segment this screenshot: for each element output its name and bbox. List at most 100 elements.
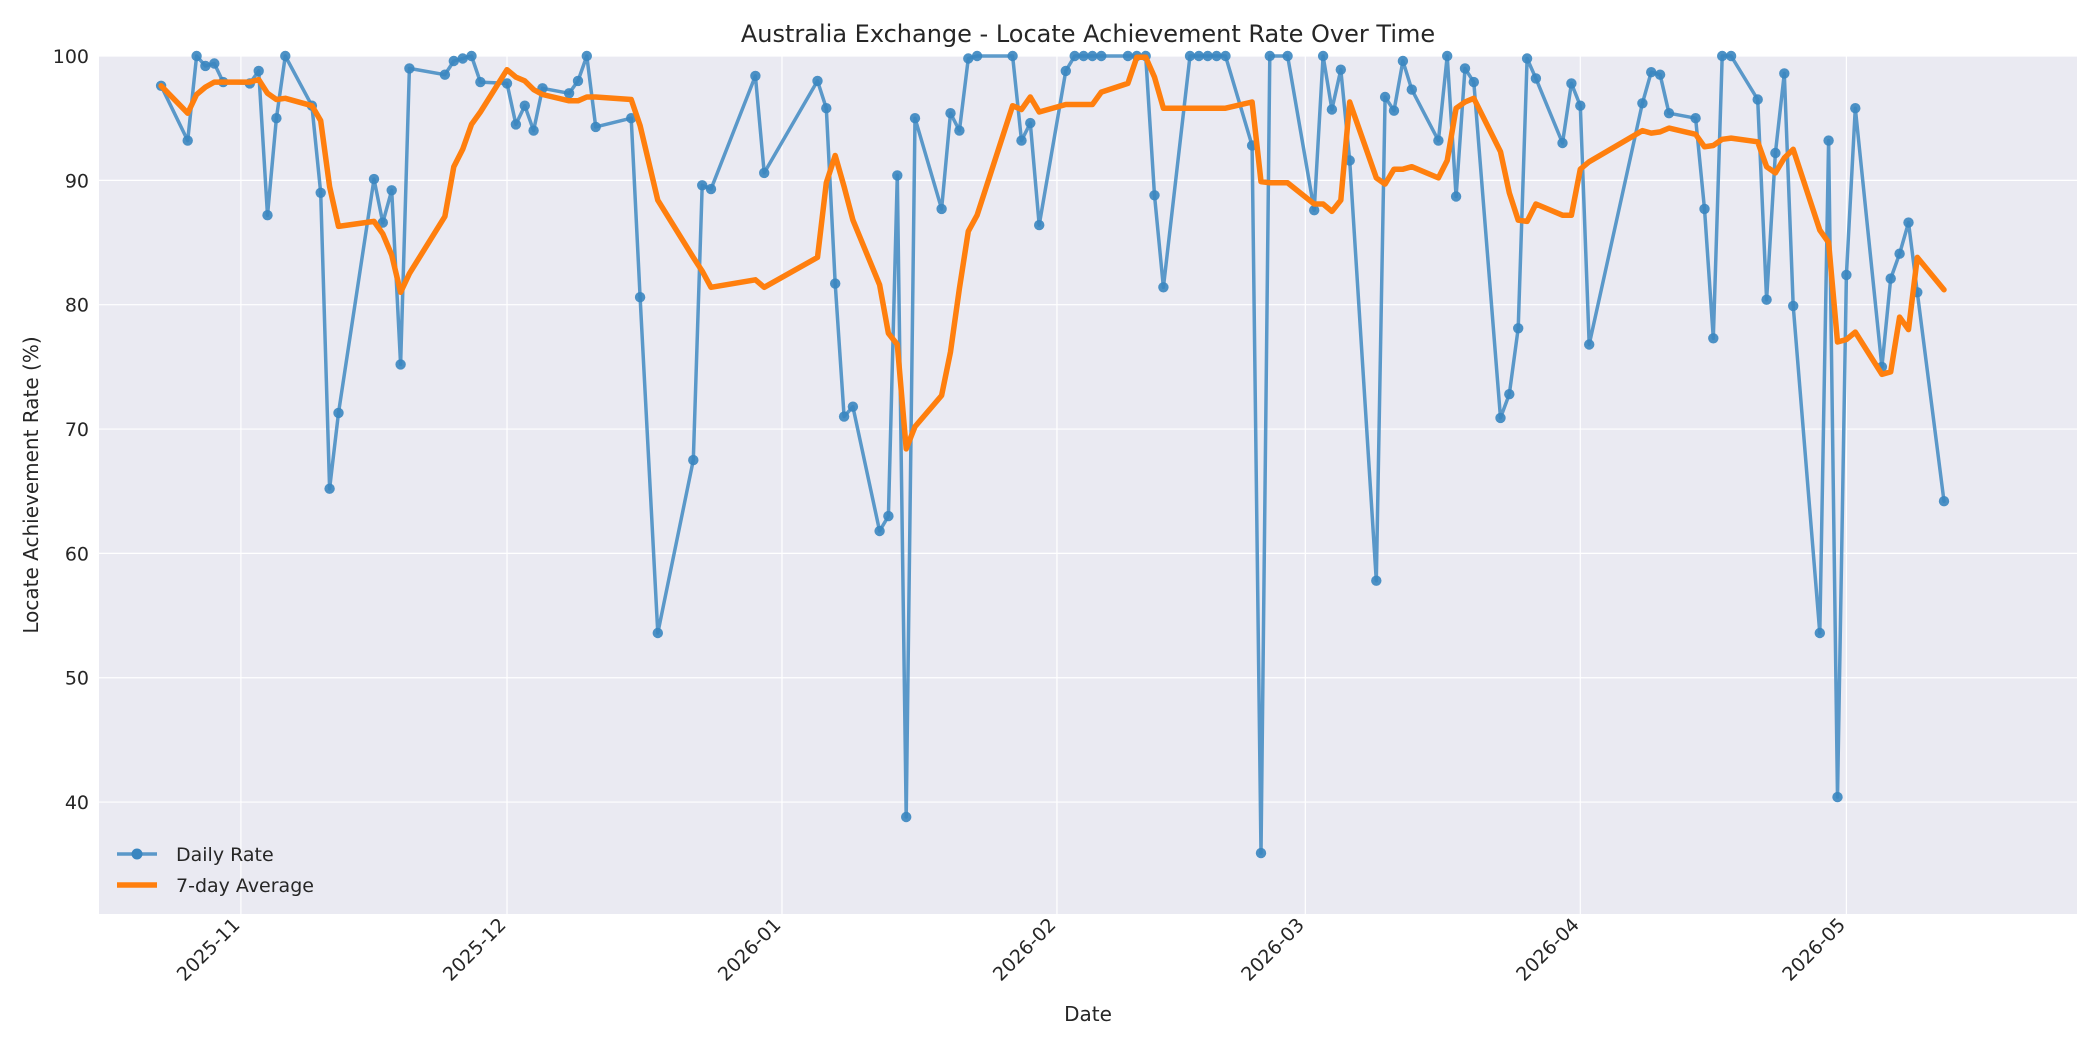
data-point — [404, 63, 415, 74]
data-point — [1264, 50, 1276, 62]
data-point — [1282, 50, 1293, 62]
data-point — [1584, 339, 1595, 350]
data-point — [182, 135, 193, 146]
data-point — [1184, 50, 1196, 62]
data-point — [1575, 100, 1586, 111]
data-point — [1255, 847, 1267, 859]
data-point — [439, 69, 451, 80]
data-point — [510, 119, 522, 130]
data-point — [1654, 69, 1666, 80]
data-point — [457, 53, 468, 64]
data-point — [1788, 300, 1799, 312]
data-point — [1087, 50, 1098, 62]
chart-title: Australia Exchange - Locate Achievement … — [741, 20, 1435, 48]
data-point — [475, 76, 486, 88]
data-point — [1122, 50, 1134, 62]
data-point — [200, 60, 211, 72]
data-point — [1521, 53, 1533, 64]
data-point — [1690, 113, 1701, 124]
data-point — [1371, 575, 1382, 586]
data-point — [333, 407, 344, 419]
data-point — [1823, 135, 1834, 146]
grid-lines — [99, 55, 2077, 914]
data-point — [1495, 412, 1506, 424]
data-point — [1770, 147, 1781, 159]
legend-label-daily-rate: Daily Rate — [176, 844, 274, 866]
data-point — [1069, 50, 1080, 62]
data-point — [1317, 50, 1329, 62]
data-point — [1717, 50, 1728, 62]
data-point — [909, 113, 921, 124]
data-point — [209, 58, 220, 69]
y-tick-label: 50 — [65, 668, 89, 690]
data-point — [1096, 50, 1107, 62]
data-point — [1646, 67, 1657, 78]
data-point — [519, 100, 530, 111]
data-point — [1557, 137, 1568, 149]
y-axis-title: Locate Achievement Rate (%) — [19, 336, 43, 633]
data-point — [386, 185, 397, 196]
data-point — [705, 183, 717, 195]
data-point — [954, 125, 965, 136]
y-tick-label: 80 — [65, 295, 89, 317]
series-line-7-day-average — [158, 54, 1947, 452]
data-point — [1752, 94, 1763, 105]
y-tick-label: 60 — [65, 543, 89, 565]
data-point — [1211, 50, 1222, 62]
data-point — [1894, 248, 1905, 259]
data-point — [634, 292, 646, 303]
data-point — [1025, 117, 1036, 129]
legend: Daily Rate 7-day Average — [117, 844, 314, 897]
data-point — [466, 50, 477, 62]
data-point — [1335, 64, 1347, 75]
data-point — [1832, 791, 1843, 803]
data-point — [847, 401, 859, 412]
data-point — [1566, 78, 1577, 89]
data-point — [1016, 135, 1027, 146]
data-point — [1406, 84, 1418, 95]
data-point — [892, 170, 903, 181]
data-point — [590, 121, 601, 133]
data-point — [395, 359, 406, 370]
data-point — [1450, 191, 1462, 202]
data-point — [1309, 205, 1320, 216]
data-point — [697, 180, 708, 191]
data-point — [1193, 50, 1205, 62]
data-point — [501, 78, 513, 89]
data-point — [1433, 135, 1444, 146]
data-point — [563, 88, 575, 99]
data-point — [901, 811, 912, 823]
data-point — [830, 278, 841, 289]
data-point — [1007, 50, 1018, 62]
data-point — [1060, 65, 1072, 77]
data-point — [324, 483, 335, 494]
data-point — [1850, 103, 1861, 114]
data-point — [1078, 50, 1089, 62]
data-point — [759, 167, 770, 179]
data-point — [1885, 273, 1896, 284]
legend-marker-daily-rate — [131, 848, 143, 860]
y-tick-label: 40 — [65, 792, 89, 814]
data-point — [945, 108, 956, 119]
data-point — [271, 113, 282, 124]
data-point — [1220, 50, 1231, 62]
data-point — [1938, 496, 1950, 507]
data-point — [253, 65, 264, 77]
data-point — [1459, 63, 1471, 74]
series-daily-rate — [155, 50, 1950, 859]
y-tick-label: 70 — [65, 419, 89, 441]
data-point — [448, 55, 459, 67]
data-point — [1699, 203, 1710, 215]
data-point — [1149, 190, 1160, 201]
x-axis-title: Date — [1064, 1002, 1112, 1026]
data-point — [1513, 323, 1524, 334]
data-point — [1158, 282, 1169, 293]
data-point — [377, 217, 388, 228]
data-point — [1637, 98, 1648, 109]
data-point — [1504, 389, 1515, 400]
data-point — [1379, 91, 1391, 103]
data-point — [1779, 68, 1790, 79]
data-point — [262, 210, 273, 221]
data-point — [1814, 627, 1826, 639]
